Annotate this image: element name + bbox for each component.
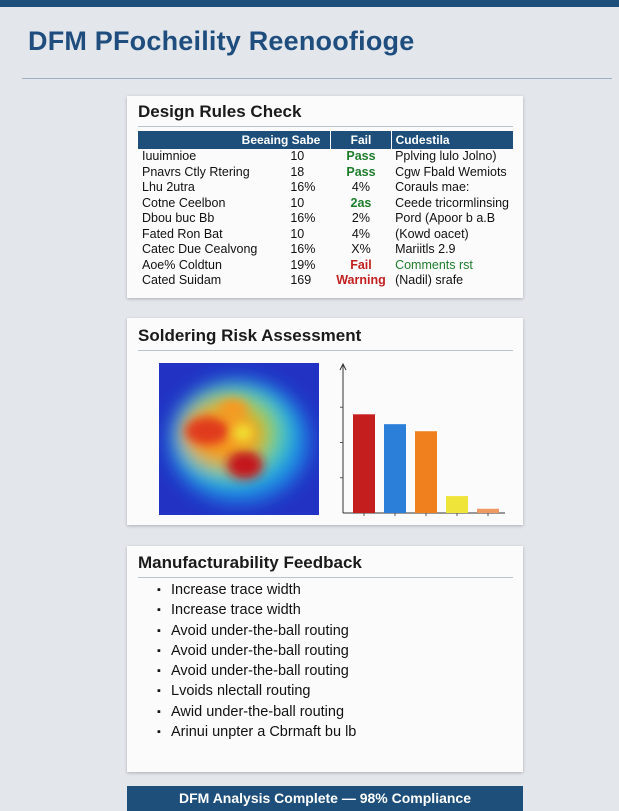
- bar-4: [446, 496, 468, 513]
- soldering-risk-card: Soldering Risk Assessment: [127, 318, 523, 525]
- top-accent-bar: [0, 0, 619, 7]
- rule-status-cell: 2%: [351, 211, 370, 225]
- table-row: Iuuimnioe 10 Pass Pplving lulo Jolno): [138, 149, 513, 165]
- rule-status-cell: Warning: [336, 273, 386, 287]
- rule-value-cell: 18: [290, 164, 305, 179]
- feedback-divider: [138, 577, 513, 578]
- rule-status-cell: 2as: [350, 195, 372, 210]
- list-item: Arinui unpter a Cbrmaft bu lb: [157, 722, 356, 743]
- rule-name-cell: Dbou buc Bb: [142, 211, 215, 225]
- rule-comment-cell: (Kowd oacet): [395, 226, 469, 241]
- rule-value-cell: 16%: [290, 180, 316, 194]
- table-header-row: Beeaing Sabe Fail Cudestila: [138, 131, 513, 149]
- heatmap-cool-spot: [233, 424, 253, 442]
- rule-value-cell: 19%: [290, 257, 316, 272]
- y-axis-arrow: [339, 362, 347, 371]
- table-row: Lhu 2utra 16% 4% Corauls mae:: [138, 180, 513, 196]
- rule-name-cell: Fated Ron Bat: [142, 226, 223, 241]
- risk-bar-chart: [339, 362, 505, 516]
- feedback-card: Manufacturability Feedback Increase trac…: [127, 546, 523, 772]
- heatmap-hotspot-center: [227, 451, 263, 479]
- page-title: DFM PFocheility Reenoofioge: [28, 26, 415, 56]
- table-row: Catec Due Cealvong 16% X% Mariitls 2.9: [138, 242, 513, 258]
- table-row: Aoe% Coldtun 19% Fail Comments rst: [138, 258, 513, 274]
- list-item: Lvoids nlectall routing: [157, 681, 356, 702]
- header-fail: Fail: [330, 131, 392, 149]
- rule-name-cell: Pnavrs Ctly Rtering: [142, 164, 250, 179]
- design-rules-table: Beeaing Sabe Fail Cudestila Iuuimnioe 10 P…: [138, 131, 513, 289]
- bar-2: [384, 424, 406, 513]
- list-item: Awid under-the-ball routing: [157, 702, 356, 723]
- heatmap-hotspot-left: [185, 417, 229, 445]
- title-divider: [22, 78, 612, 79]
- rule-name-cell: Iuuimnioe: [142, 149, 197, 163]
- rule-name-cell: Catec Due Cealvong: [142, 242, 258, 256]
- table-row: Dbou buc Bb 16% 2% Pord (Apoor b a.B: [138, 211, 513, 227]
- table-row: Cotne Ceelbon 10 2as Ceede tricormlinsing: [138, 196, 513, 212]
- rule-comment-cell: Cgw Fbald Wemiots: [395, 164, 507, 179]
- heatmap-hotspot-top: [219, 399, 247, 419]
- rule-comment-cell: Ceede tricormlinsing: [395, 195, 509, 210]
- rule-value-cell: 16%: [290, 211, 316, 225]
- soldering-risk-title: Soldering Risk Assessment: [138, 326, 362, 345]
- feedback-list: Increase trace widthIncrease trace width…: [157, 580, 356, 743]
- rule-status-cell: Fail: [350, 257, 372, 272]
- rule-status-cell: Pass: [346, 149, 376, 163]
- rule-value-cell: 169: [290, 273, 312, 287]
- risk-heatmap: [159, 363, 319, 515]
- bar-5: [477, 508, 499, 513]
- rule-status-cell: 4%: [351, 180, 370, 194]
- feedback-title: Manufacturability Feedback: [138, 553, 362, 572]
- rule-status-cell: X%: [351, 242, 371, 256]
- list-item: Avoid under-the-ball routing: [157, 661, 356, 682]
- table-row: Pnavrs Ctly Rtering 18 Pass Cgw Fbald Wemio…: [138, 165, 513, 181]
- soldering-risk-divider: [138, 350, 513, 351]
- list-item: Increase trace width: [157, 600, 356, 621]
- table-row: Cated Suidam 169 Warning (Nadil) srafe: [138, 273, 513, 289]
- rule-name-cell: Aoe% Coldtun: [142, 257, 222, 272]
- rule-name-cell: Cotne Ceelbon: [142, 195, 226, 210]
- rule-comment-cell: Pord (Apoor b a.B: [395, 211, 496, 225]
- list-item: Avoid under-the-ball routing: [157, 641, 356, 662]
- design-rules-divider: [138, 126, 513, 127]
- rule-value-cell: 16%: [290, 242, 316, 256]
- rule-comment-cell: Pplving lulo Jolno): [395, 149, 497, 163]
- rule-name-cell: Lhu 2utra: [142, 180, 195, 194]
- rule-status-cell: Pass: [346, 164, 376, 179]
- rule-value-cell: 10: [290, 149, 305, 163]
- rule-comment-cell: Comments rst: [395, 257, 473, 272]
- rule-comment-cell: Mariitls 2.9: [395, 242, 456, 256]
- bar-3: [415, 431, 437, 513]
- rule-value-cell: 10: [290, 226, 305, 241]
- rule-comment-cell: Corauls mae:: [395, 180, 470, 194]
- bar-1: [353, 414, 375, 513]
- rule-status-cell: 4%: [351, 226, 370, 241]
- rule-name-cell: Cated Suidam: [142, 273, 222, 287]
- design-rules-card: Design Rules Check Beeaing Sabe Fail Cud…: [127, 96, 523, 298]
- header-rule-name: Beeaing Sabe: [138, 131, 332, 149]
- header-comments: Cudestila: [391, 131, 513, 149]
- list-item: Avoid under-the-ball routing: [157, 621, 356, 642]
- rule-value-cell: 10: [290, 195, 305, 210]
- rule-comment-cell: (Nadil) srafe: [395, 273, 464, 287]
- design-rules-title: Design Rules Check: [138, 102, 302, 121]
- table-row: Fated Ron Bat 10 4% (Kowd oacet): [138, 227, 513, 243]
- list-item: Increase trace width: [157, 580, 356, 601]
- footer-status-bar: DFM Analysis Complete — 98% Compliance: [127, 786, 523, 811]
